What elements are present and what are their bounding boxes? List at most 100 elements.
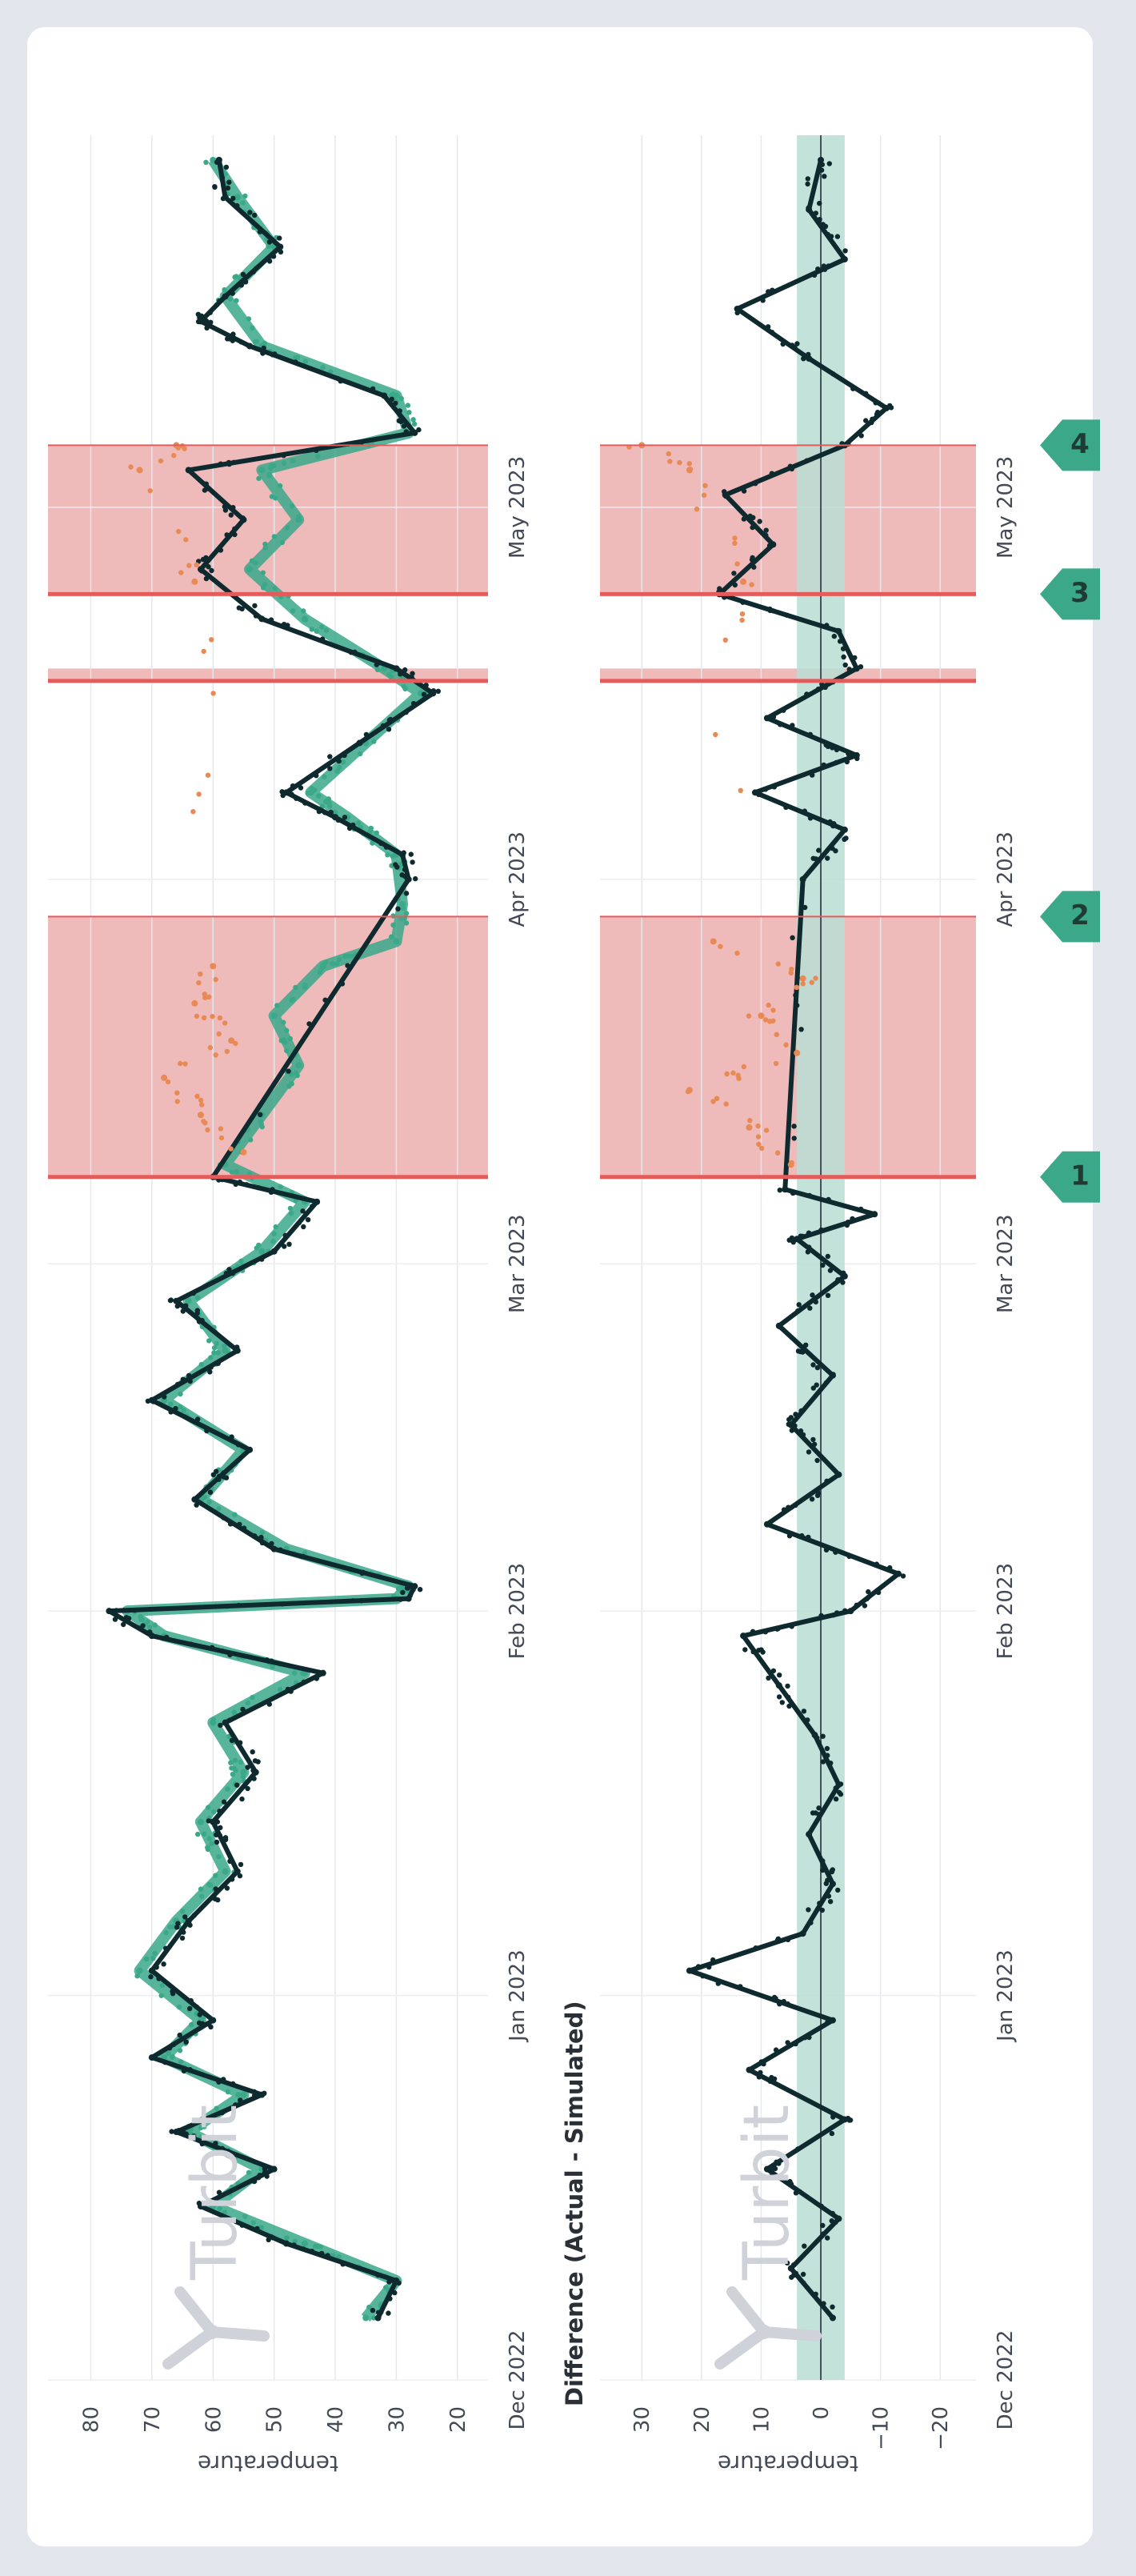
data-dot xyxy=(801,355,806,362)
data-dot xyxy=(794,975,800,981)
data-dot xyxy=(794,984,799,990)
data-dot xyxy=(766,289,771,294)
data-point xyxy=(799,875,806,883)
data-point xyxy=(222,1347,229,1354)
data-point xyxy=(787,1421,794,1428)
data-dot xyxy=(282,1244,287,1249)
data-dot xyxy=(208,1355,214,1360)
data-dot xyxy=(302,984,308,990)
data-dot xyxy=(314,1676,319,1681)
data-point xyxy=(806,1831,813,1838)
data-dot xyxy=(225,185,231,191)
data-dot xyxy=(207,1044,214,1051)
data-dot xyxy=(206,1805,211,1810)
y-tick-label: 0 xyxy=(810,2406,834,2420)
data-dot xyxy=(840,1280,846,1285)
data-dot xyxy=(238,1861,244,1868)
data-dot xyxy=(174,1099,180,1104)
data-dot xyxy=(827,1268,834,1273)
data-point xyxy=(136,467,143,474)
data-dot xyxy=(814,1382,819,1388)
data-dot xyxy=(840,646,846,651)
data-dot xyxy=(260,351,266,356)
data-point xyxy=(799,975,806,982)
data-dot xyxy=(811,272,818,278)
data-dot xyxy=(226,1267,232,1272)
data-dot xyxy=(803,1342,809,1348)
data-dot xyxy=(350,822,356,828)
data-dot xyxy=(268,617,274,623)
data-dot xyxy=(316,808,322,815)
data-dot xyxy=(176,528,182,535)
y-tick-label: 60 xyxy=(202,2406,226,2433)
marker-flag-label: 4 xyxy=(1070,428,1090,460)
data-dot xyxy=(199,1102,205,1108)
data-dot xyxy=(250,2220,256,2225)
data-dot xyxy=(262,2169,268,2176)
data-dot xyxy=(802,904,808,911)
data-point xyxy=(301,2240,308,2247)
y-axis-label: temperature xyxy=(198,2450,338,2477)
data-point xyxy=(841,255,848,262)
data-dot xyxy=(402,686,408,691)
data-dot xyxy=(750,1649,756,1655)
data-dot xyxy=(216,1853,222,1860)
data-dot xyxy=(262,541,268,547)
data-dot xyxy=(221,1799,227,1805)
data-point xyxy=(411,1583,418,1590)
data-dot xyxy=(242,193,248,199)
data-dot xyxy=(771,784,778,790)
data-dot xyxy=(204,1428,210,1434)
marker-flag-shape xyxy=(1040,419,1100,471)
data-point xyxy=(246,343,254,350)
data-dot xyxy=(780,341,786,347)
data-dot xyxy=(397,408,402,414)
data-dot xyxy=(702,483,708,488)
data-dot xyxy=(252,603,258,609)
turbit-watermark: Turbit xyxy=(179,2105,251,2281)
data-dot xyxy=(162,1635,169,1641)
data-dot xyxy=(302,800,308,806)
data-dot xyxy=(828,1761,834,1766)
data-dot xyxy=(403,911,410,916)
marker-flag-shape xyxy=(1040,568,1100,620)
data-dot xyxy=(740,599,746,605)
data-point xyxy=(197,1818,204,1825)
data-dot xyxy=(327,803,333,809)
data-dot xyxy=(778,722,783,727)
data-dot xyxy=(814,1906,821,1913)
data-dot xyxy=(326,796,331,802)
data-dot xyxy=(318,2250,325,2256)
data-dot xyxy=(777,1187,782,1193)
data-dot xyxy=(325,2253,330,2258)
data-point xyxy=(173,2129,180,2136)
data-dot xyxy=(398,1596,404,1602)
data-dot xyxy=(789,1624,794,1629)
data-dot xyxy=(769,471,775,476)
data-dot xyxy=(814,1364,821,1371)
data-dot xyxy=(816,200,822,206)
data-point xyxy=(763,2165,770,2173)
data-dot xyxy=(846,667,852,672)
x-tick-label: Dec 2022 xyxy=(994,2330,1018,2430)
data-point xyxy=(197,566,204,573)
data-dot xyxy=(760,1649,766,1655)
data-dot xyxy=(289,791,294,797)
data-dot xyxy=(710,1957,716,1963)
data-dot xyxy=(732,582,738,588)
data-dot xyxy=(314,628,319,635)
data-dot xyxy=(271,534,278,539)
data-dot xyxy=(211,1350,217,1356)
data-dot xyxy=(213,1873,218,1878)
data-dot xyxy=(809,1496,815,1502)
data-dot xyxy=(255,1184,262,1191)
data-dot xyxy=(174,1303,181,1309)
data-dot xyxy=(818,167,825,173)
data-dot xyxy=(322,997,328,1003)
data-dot xyxy=(820,1733,826,1739)
data-dot xyxy=(171,452,177,459)
data-dot xyxy=(701,492,707,498)
data-dot xyxy=(293,359,298,365)
data-dot xyxy=(826,263,831,269)
data-dot xyxy=(170,2053,175,2060)
